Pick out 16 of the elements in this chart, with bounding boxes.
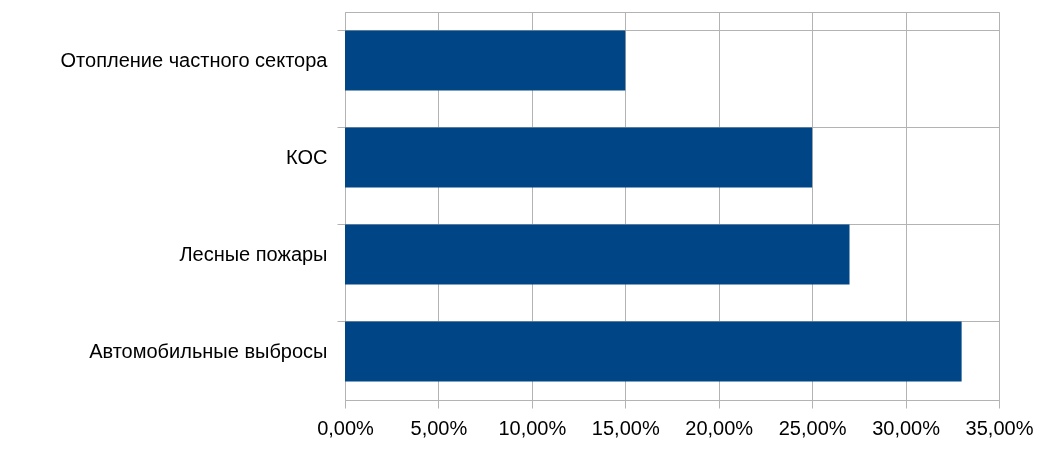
- x-tick-label: 25,00%: [778, 416, 847, 439]
- bar: [345, 127, 813, 188]
- bar: [345, 30, 626, 91]
- bar: [345, 224, 850, 285]
- y-tick-label: КОС: [286, 145, 328, 168]
- x-tick-label: 20,00%: [685, 416, 754, 439]
- x-tick-label: 10,00%: [498, 416, 567, 439]
- y-tick-label: Лесные пожары: [179, 242, 328, 265]
- y-tick-label: Отопление частного сектора: [60, 48, 329, 71]
- x-tick-label: 15,00%: [591, 416, 660, 439]
- x-tick-label: 0,00%: [317, 416, 375, 439]
- x-tick-label: 30,00%: [872, 416, 941, 439]
- y-tick-label: Автомобильные выбросы: [89, 339, 328, 362]
- x-tick-label: 5,00%: [410, 416, 468, 439]
- x-tick-label: 35,00%: [965, 416, 1034, 439]
- bar: [345, 321, 962, 382]
